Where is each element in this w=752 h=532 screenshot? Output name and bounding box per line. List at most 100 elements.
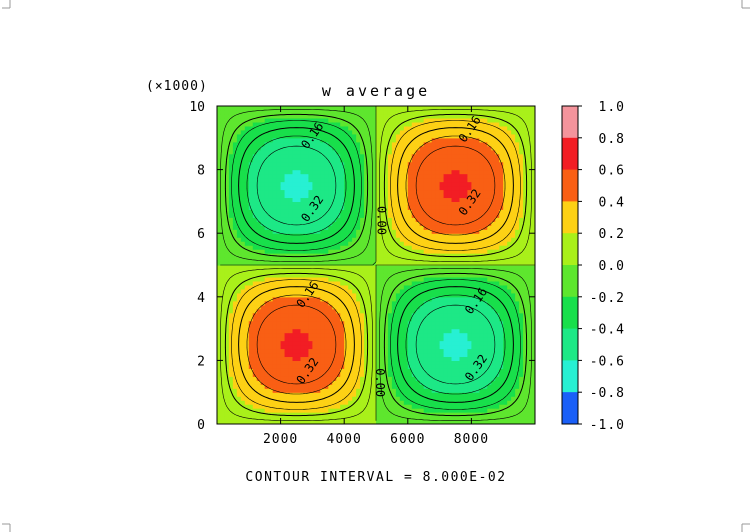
field-cell bbox=[324, 308, 329, 314]
field-cell bbox=[296, 368, 302, 373]
field-cell bbox=[332, 272, 337, 278]
field-cell bbox=[344, 412, 349, 417]
field-cell bbox=[336, 185, 341, 191]
field-cell bbox=[224, 117, 230, 123]
field-cell bbox=[248, 300, 254, 306]
field-cell bbox=[280, 392, 286, 397]
field-cell bbox=[435, 121, 441, 127]
field-cell bbox=[252, 125, 258, 131]
field-cell bbox=[336, 161, 341, 167]
field-cell bbox=[439, 197, 445, 202]
field-cell bbox=[431, 396, 437, 401]
field-cell bbox=[256, 388, 262, 393]
field-cell bbox=[236, 280, 242, 286]
field-cell bbox=[252, 352, 258, 358]
field-cell bbox=[240, 316, 246, 322]
field-cell bbox=[336, 157, 341, 163]
field-cell bbox=[419, 404, 425, 409]
field-cell bbox=[280, 205, 286, 210]
field-cell bbox=[296, 304, 302, 310]
field-cell bbox=[288, 193, 294, 199]
field-cell bbox=[276, 352, 282, 358]
field-cell bbox=[451, 404, 457, 409]
field-cell bbox=[447, 153, 453, 159]
field-cell bbox=[268, 261, 274, 266]
field-cell bbox=[217, 145, 222, 151]
field-cell bbox=[395, 280, 401, 286]
field-cell bbox=[256, 225, 262, 230]
field-cell bbox=[364, 229, 369, 234]
field-cell bbox=[383, 133, 389, 139]
field-cell bbox=[224, 261, 230, 266]
field-cell bbox=[427, 241, 433, 246]
field-cell bbox=[451, 388, 457, 393]
field-cell bbox=[272, 420, 278, 424]
field-cell bbox=[244, 233, 250, 238]
field-cell bbox=[224, 292, 230, 298]
field-cell bbox=[379, 121, 385, 127]
field-cell bbox=[240, 332, 246, 338]
field-cell bbox=[244, 249, 250, 254]
field-cell bbox=[224, 316, 230, 322]
field-cell bbox=[284, 388, 290, 393]
field-cell bbox=[260, 352, 266, 358]
field-cell bbox=[395, 404, 401, 409]
field-cell bbox=[284, 360, 290, 365]
field-cell bbox=[383, 253, 389, 258]
field-cell bbox=[264, 296, 270, 302]
field-cell bbox=[451, 412, 457, 417]
field-cell bbox=[447, 392, 453, 397]
field-cell bbox=[415, 352, 421, 358]
field-cell bbox=[356, 332, 361, 338]
field-cell bbox=[340, 336, 345, 342]
field-cell bbox=[372, 284, 377, 290]
field-cell bbox=[451, 173, 457, 179]
field-cell bbox=[260, 229, 266, 234]
field-cell bbox=[332, 241, 337, 246]
field-cell bbox=[463, 388, 469, 393]
field-cell bbox=[228, 304, 234, 310]
field-cell bbox=[391, 276, 397, 282]
field-cell bbox=[407, 328, 413, 334]
field-cell bbox=[256, 249, 262, 254]
field-cell bbox=[344, 356, 349, 362]
field-cell bbox=[244, 376, 250, 381]
field-cell bbox=[407, 416, 413, 421]
field-cell bbox=[344, 376, 349, 381]
field-cell bbox=[415, 420, 421, 424]
field-cell bbox=[340, 113, 345, 119]
field-cell bbox=[427, 233, 433, 238]
field-cell bbox=[352, 268, 357, 274]
field-cell bbox=[387, 106, 393, 111]
field-cell bbox=[244, 229, 250, 234]
field-cell bbox=[399, 348, 405, 354]
field-cell bbox=[252, 109, 258, 115]
field-cell bbox=[276, 106, 282, 111]
field-cell bbox=[379, 316, 385, 322]
field-cell bbox=[284, 356, 290, 362]
field-cell bbox=[407, 221, 413, 226]
field-cell bbox=[455, 169, 461, 175]
field-cell bbox=[328, 308, 333, 314]
field-cell bbox=[276, 392, 282, 397]
field-cell bbox=[403, 356, 409, 362]
field-cell bbox=[316, 292, 321, 298]
field-cell bbox=[352, 388, 357, 393]
field-cell bbox=[368, 106, 373, 111]
field-cell bbox=[463, 316, 469, 322]
field-cell bbox=[348, 225, 353, 230]
field-cell bbox=[280, 229, 286, 234]
field-cell bbox=[372, 225, 377, 230]
field-cell bbox=[312, 292, 317, 298]
field-cell bbox=[224, 332, 230, 338]
field-cell bbox=[455, 121, 461, 127]
field-cell bbox=[407, 177, 413, 183]
field-cell bbox=[435, 384, 441, 389]
field-cell bbox=[376, 288, 381, 294]
field-cell bbox=[220, 300, 226, 306]
field-cell bbox=[308, 225, 314, 230]
field-cell bbox=[419, 241, 425, 246]
field-cell bbox=[320, 245, 325, 250]
field-cell bbox=[252, 348, 258, 354]
field-cell bbox=[379, 284, 385, 290]
